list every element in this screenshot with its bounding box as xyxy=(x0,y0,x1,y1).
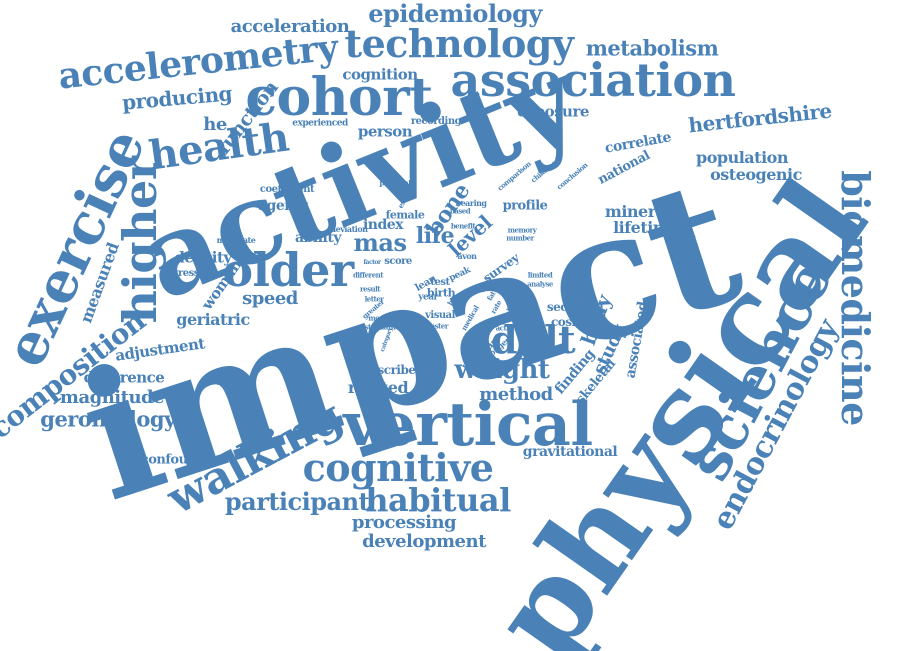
word-profile: profile xyxy=(502,198,548,214)
word-density: density xyxy=(174,248,232,267)
word-person: person xyxy=(357,122,413,141)
word-factor: factor xyxy=(363,259,381,266)
word-letter: letter xyxy=(364,294,384,304)
word-related: related xyxy=(347,378,409,397)
word-female: female xyxy=(385,208,425,222)
word-technology: technology xyxy=(344,21,574,66)
word-development: development xyxy=(362,531,486,552)
word-adult: adult xyxy=(466,317,576,362)
word-number: number xyxy=(506,233,534,243)
word-life: life xyxy=(415,223,455,249)
word-result: result xyxy=(359,284,381,294)
word-different: different xyxy=(353,270,384,280)
word-ability: ability xyxy=(295,230,341,246)
word-processing: processing xyxy=(351,512,457,533)
word-association: association xyxy=(450,53,736,107)
word-gerontology: gerontology xyxy=(40,406,176,432)
word-memory: memory xyxy=(507,225,537,235)
word-exposure: exposure xyxy=(517,102,589,121)
word-moderate: moderate xyxy=(216,235,256,245)
word-coshiba: coshiba xyxy=(550,315,600,329)
word-older: older xyxy=(222,243,354,297)
word-weight: weight xyxy=(454,355,550,385)
word-recording: recording xyxy=(410,116,462,127)
word-based: based xyxy=(449,206,471,216)
word-geriatric: geriatric xyxy=(176,310,250,329)
word-higher: higher xyxy=(113,156,167,324)
word-difference: difference xyxy=(83,368,165,387)
word-describe: describe xyxy=(362,363,417,377)
word-cohort: cohort xyxy=(245,67,433,128)
word-visual: visual xyxy=(425,310,455,321)
word-epidemiology: epidemiology xyxy=(368,0,542,28)
word-cognitive: cognitive xyxy=(302,445,494,490)
word-participant: participant xyxy=(224,487,370,516)
word-coefficient: coefficient xyxy=(259,184,315,195)
word-mineral: mineral xyxy=(604,202,672,221)
word-he: he xyxy=(203,114,227,135)
word-standard: standard xyxy=(364,322,396,332)
word-magnitude: magnitude xyxy=(59,387,165,408)
word-lifetime: lifetime xyxy=(613,218,679,237)
word-avon: avon xyxy=(457,251,477,261)
word-deviation: deviation xyxy=(330,224,368,234)
word-cognition: cognition xyxy=(342,65,418,84)
word-index: index xyxy=(362,217,404,233)
word-ageing: ageing xyxy=(257,198,309,214)
word-vertical: vertical xyxy=(343,390,593,460)
word-method: method xyxy=(479,384,553,405)
word-experienced: experienced xyxy=(292,118,348,129)
word-osteogenic: osteogenic xyxy=(710,165,802,184)
word-mas: mas xyxy=(353,228,407,257)
word-year: year xyxy=(418,292,438,303)
word-habitual: habitual xyxy=(365,481,511,519)
word-confounder: confounder xyxy=(140,452,220,468)
word-regression: regression xyxy=(160,268,216,279)
word-analyse: analyse xyxy=(527,279,553,289)
word-score: score xyxy=(384,256,412,267)
word-limited: limited xyxy=(527,270,553,280)
word-biomedicine: biomedicine xyxy=(833,170,878,426)
word-sectional: sectional xyxy=(546,300,604,314)
word-activities: activities xyxy=(495,323,527,333)
word-population: population xyxy=(696,148,788,167)
word-model: model xyxy=(368,313,390,323)
word-faster: faster xyxy=(428,321,448,331)
word-birth: birth xyxy=(426,286,456,300)
word-potential: potential xyxy=(379,178,411,188)
word-test: test xyxy=(430,277,450,288)
word-bearing: bearing xyxy=(455,198,487,208)
word-speed: speed xyxy=(242,288,298,309)
word-gravitational: gravitational xyxy=(522,444,618,460)
word-metabolism: metabolism xyxy=(585,35,719,61)
word-acceleration: acceleration xyxy=(230,16,350,37)
word-benefit: benefit xyxy=(450,221,476,231)
